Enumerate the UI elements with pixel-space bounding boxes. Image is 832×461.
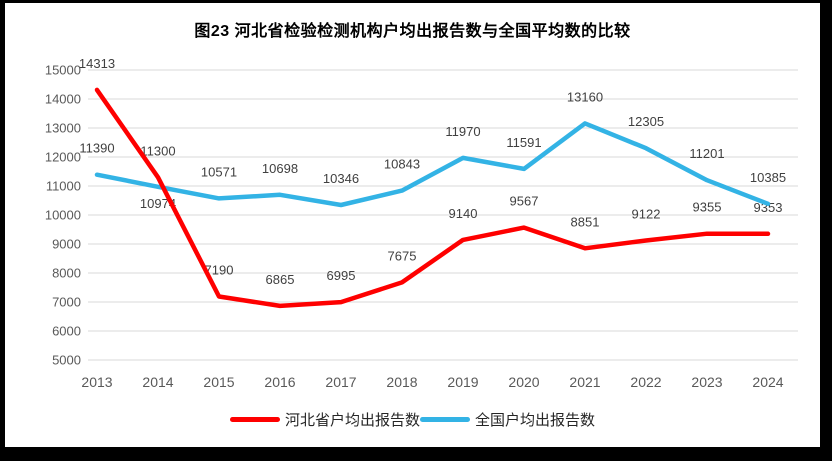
svg-text:10843: 10843 xyxy=(384,157,420,172)
svg-text:9000: 9000 xyxy=(52,237,81,252)
svg-text:2021: 2021 xyxy=(569,374,600,390)
svg-text:9353: 9353 xyxy=(754,200,783,215)
line-chart-plot: 15000 14000 13000 12000 11000 10000 9000 8000 70… xyxy=(45,56,798,390)
chart-canvas: 图23 河北省检验检测机构户均出报告数与全国平均数的比较 15000 14000 1… xyxy=(5,3,820,447)
legend-item-hebei: 河北省户均出报告数 xyxy=(229,409,420,430)
svg-text:2023: 2023 xyxy=(691,374,722,390)
legend-item-national: 全国户均出报告数 xyxy=(420,409,595,430)
svg-text:14000: 14000 xyxy=(45,92,81,107)
svg-text:11390: 11390 xyxy=(79,141,114,156)
svg-text:2017: 2017 xyxy=(325,374,356,390)
svg-text:11300: 11300 xyxy=(140,143,175,158)
hebei-series-swatch-icon xyxy=(229,417,280,422)
svg-text:6865: 6865 xyxy=(266,272,295,287)
svg-text:9355: 9355 xyxy=(693,200,722,215)
svg-text:12305: 12305 xyxy=(628,114,664,129)
national-series-swatch-icon xyxy=(420,417,470,422)
svg-text:12000: 12000 xyxy=(45,150,81,165)
svg-text:11000: 11000 xyxy=(46,179,81,194)
svg-text:13000: 13000 xyxy=(45,121,81,136)
svg-text:8000: 8000 xyxy=(52,266,81,281)
svg-text:14313: 14313 xyxy=(79,56,115,71)
svg-text:6995: 6995 xyxy=(327,268,356,283)
svg-text:2020: 2020 xyxy=(508,374,539,390)
svg-text:10000: 10000 xyxy=(45,208,81,223)
chart-title: 图23 河北省检验检测机构户均出报告数与全国平均数的比较 xyxy=(194,23,631,40)
svg-text:10571: 10571 xyxy=(201,164,237,179)
svg-text:8851: 8851 xyxy=(571,214,600,229)
svg-text:2014: 2014 xyxy=(142,374,173,390)
svg-text:9122: 9122 xyxy=(632,206,661,221)
svg-text:7000: 7000 xyxy=(52,295,81,310)
svg-text:7675: 7675 xyxy=(388,248,417,263)
svg-text:6000: 6000 xyxy=(52,324,81,339)
svg-text:10385: 10385 xyxy=(750,170,786,185)
svg-text:2016: 2016 xyxy=(264,374,295,390)
chart-legend: 河北省户均出报告数 全国户均出报告数 xyxy=(5,409,820,430)
svg-text:11591: 11591 xyxy=(506,135,541,150)
svg-text:2022: 2022 xyxy=(630,374,661,390)
svg-text:15000: 15000 xyxy=(45,63,81,78)
svg-text:9567: 9567 xyxy=(510,194,539,209)
svg-text:13160: 13160 xyxy=(567,89,603,104)
svg-text:2015: 2015 xyxy=(203,374,234,390)
legend-label-hebei: 河北省户均出报告数 xyxy=(284,412,420,429)
legend-label-national: 全国户均出报告数 xyxy=(475,412,596,429)
svg-text:2024: 2024 xyxy=(752,374,783,390)
svg-text:10346: 10346 xyxy=(323,171,359,186)
svg-text:2018: 2018 xyxy=(386,374,417,390)
svg-text:2013: 2013 xyxy=(81,374,112,390)
svg-text:2019: 2019 xyxy=(447,374,478,390)
svg-text:7190: 7190 xyxy=(205,262,234,277)
svg-text:11201: 11201 xyxy=(689,146,724,161)
svg-text:9140: 9140 xyxy=(449,206,478,221)
svg-text:5000: 5000 xyxy=(52,353,81,368)
svg-text:10698: 10698 xyxy=(262,161,298,176)
svg-text:11970: 11970 xyxy=(445,124,480,139)
